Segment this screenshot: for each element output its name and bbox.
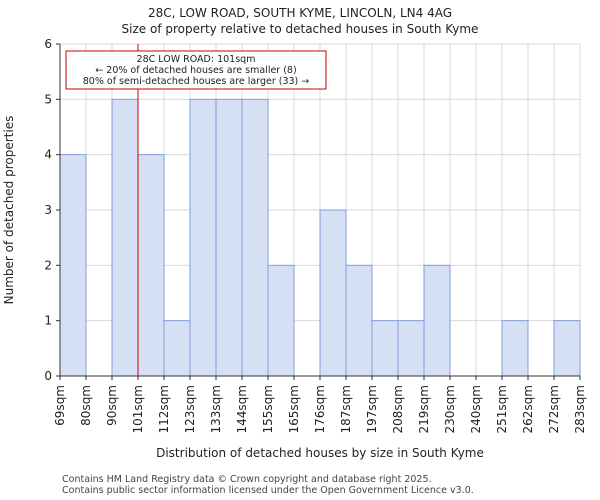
- y-tick-label-2: 2: [44, 258, 52, 272]
- chart-title: 28C, LOW ROAD, SOUTH KYME, LINCOLN, LN4 …: [147, 6, 453, 20]
- annotation-line-1: ← 20% of detached houses are smaller (8): [95, 65, 296, 76]
- bar-0: [59, 154, 87, 377]
- y-tick-label-0: 0: [44, 369, 52, 383]
- x-tick-label-13: 208sqm: [391, 385, 405, 433]
- footer-line-1: Contains HM Land Registry data © Crown c…: [62, 474, 432, 485]
- x-tick-label-7: 144sqm: [235, 385, 249, 433]
- x-tick-label-2: 90sqm: [105, 385, 119, 426]
- y-tick-label-5: 5: [44, 92, 52, 106]
- x-tick-label-0: 69sqm: [53, 385, 67, 426]
- x-tick-label-6: 133sqm: [209, 385, 223, 433]
- x-tick-label-4: 112sqm: [157, 385, 171, 433]
- footer-line-2: Contains public sector information licen…: [62, 485, 474, 496]
- bar-2: [111, 98, 139, 377]
- x-tick-label-11: 187sqm: [339, 385, 353, 433]
- bar-12: [371, 320, 399, 377]
- x-axis-label: Distribution of detached houses by size …: [156, 446, 484, 460]
- bar-6: [215, 98, 243, 377]
- annotation-line-0: 28C LOW ROAD: 101sqm: [137, 54, 256, 65]
- bar-10: [319, 209, 347, 377]
- annotation-box: [65, 50, 327, 90]
- x-tick-label-1: 80sqm: [79, 385, 93, 426]
- x-tick-label-20: 283sqm: [573, 385, 587, 433]
- bar-8: [267, 264, 295, 377]
- bar-3: [137, 154, 165, 377]
- x-tick-label-10: 176sqm: [313, 385, 327, 433]
- annotation-line-2: 80% of semi-detached houses are larger (…: [83, 76, 310, 87]
- bar-17: [501, 320, 529, 377]
- bar-19: [553, 320, 581, 377]
- y-tick-label-6: 6: [44, 37, 52, 51]
- y-tick-label-1: 1: [44, 314, 52, 328]
- bar-11: [345, 264, 373, 377]
- y-tick-label-3: 3: [44, 203, 52, 217]
- x-tick-label-19: 272sqm: [547, 385, 561, 433]
- bar-14: [423, 264, 451, 377]
- bar-4: [163, 320, 191, 377]
- x-tick-label-8: 155sqm: [261, 385, 275, 433]
- x-tick-label-3: 101sqm: [131, 385, 145, 433]
- x-tick-label-17: 251sqm: [495, 385, 509, 433]
- y-tick-label-4: 4: [44, 148, 52, 162]
- x-tick-label-18: 262sqm: [521, 385, 535, 433]
- bar-5: [189, 98, 217, 377]
- x-tick-label-16: 240sqm: [469, 385, 483, 433]
- x-tick-label-9: 165sqm: [287, 385, 301, 433]
- chart-subtitle: Size of property relative to detached ho…: [121, 22, 479, 36]
- bar-7: [241, 98, 269, 377]
- x-tick-label-12: 197sqm: [365, 385, 379, 433]
- x-tick-label-5: 123sqm: [183, 385, 197, 433]
- x-tick-label-14: 219sqm: [417, 385, 431, 433]
- x-tick-label-15: 230sqm: [443, 385, 457, 433]
- y-axis-label: Number of detached properties: [2, 116, 16, 305]
- bar-13: [397, 320, 425, 377]
